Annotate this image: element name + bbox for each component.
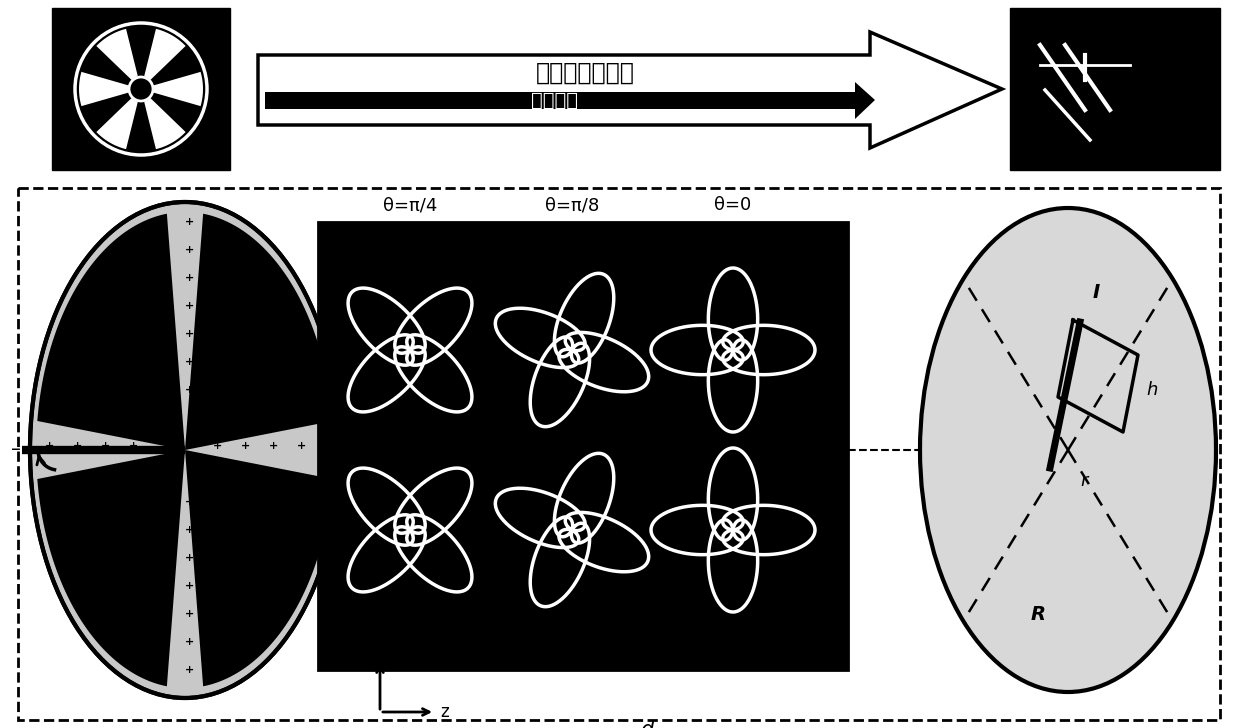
Text: +: + xyxy=(73,441,83,451)
Polygon shape xyxy=(154,72,203,106)
Text: +: + xyxy=(242,441,250,451)
Polygon shape xyxy=(258,32,1002,148)
Polygon shape xyxy=(97,98,138,149)
Polygon shape xyxy=(265,82,875,119)
Polygon shape xyxy=(37,450,185,687)
Text: +: + xyxy=(186,553,195,563)
Text: +: + xyxy=(157,245,166,255)
Text: +: + xyxy=(213,441,223,451)
Text: +: + xyxy=(186,245,195,255)
Text: +: + xyxy=(186,217,195,227)
Text: +: + xyxy=(269,441,279,451)
Text: R: R xyxy=(1031,606,1046,625)
Text: +: + xyxy=(46,441,55,451)
Text: ω: ω xyxy=(100,598,124,626)
Text: +: + xyxy=(186,357,195,367)
Text: +: + xyxy=(186,273,195,283)
Text: I: I xyxy=(1093,283,1100,302)
Text: +: + xyxy=(186,637,195,647)
Text: –: – xyxy=(11,440,21,459)
Bar xyxy=(52,8,230,170)
Text: θ=π/4: θ=π/4 xyxy=(383,196,437,214)
Bar xyxy=(1010,8,1220,170)
Polygon shape xyxy=(185,450,333,687)
Polygon shape xyxy=(97,29,138,80)
Bar xyxy=(318,222,847,670)
Text: y: y xyxy=(384,639,394,657)
Text: θ=π/8: θ=π/8 xyxy=(545,196,600,214)
Text: 位移电流: 位移电流 xyxy=(532,90,579,109)
Text: +: + xyxy=(157,637,166,647)
Circle shape xyxy=(129,77,152,101)
Polygon shape xyxy=(144,29,186,80)
Text: +: + xyxy=(186,497,195,507)
Text: +: + xyxy=(186,609,195,619)
Polygon shape xyxy=(79,72,129,106)
Text: +: + xyxy=(186,665,195,675)
Text: +: + xyxy=(186,329,195,339)
Text: d: d xyxy=(641,720,653,728)
Text: +: + xyxy=(129,441,139,451)
Text: +: + xyxy=(186,385,195,395)
Text: +: + xyxy=(297,441,306,451)
Text: 静电场能量传输: 静电场能量传输 xyxy=(535,61,634,85)
Ellipse shape xyxy=(921,208,1215,692)
Text: +: + xyxy=(102,441,110,451)
Text: h: h xyxy=(1146,381,1157,399)
Text: z: z xyxy=(440,703,449,721)
Polygon shape xyxy=(37,214,185,450)
Text: r: r xyxy=(1080,472,1088,490)
Text: +: + xyxy=(186,525,195,535)
Polygon shape xyxy=(185,214,333,450)
Text: +: + xyxy=(186,581,195,591)
Ellipse shape xyxy=(30,202,339,698)
Bar xyxy=(19,188,1220,720)
Text: +: + xyxy=(186,301,195,311)
Text: +: + xyxy=(157,665,166,675)
Text: θ=0: θ=0 xyxy=(715,196,752,214)
Polygon shape xyxy=(144,98,186,149)
